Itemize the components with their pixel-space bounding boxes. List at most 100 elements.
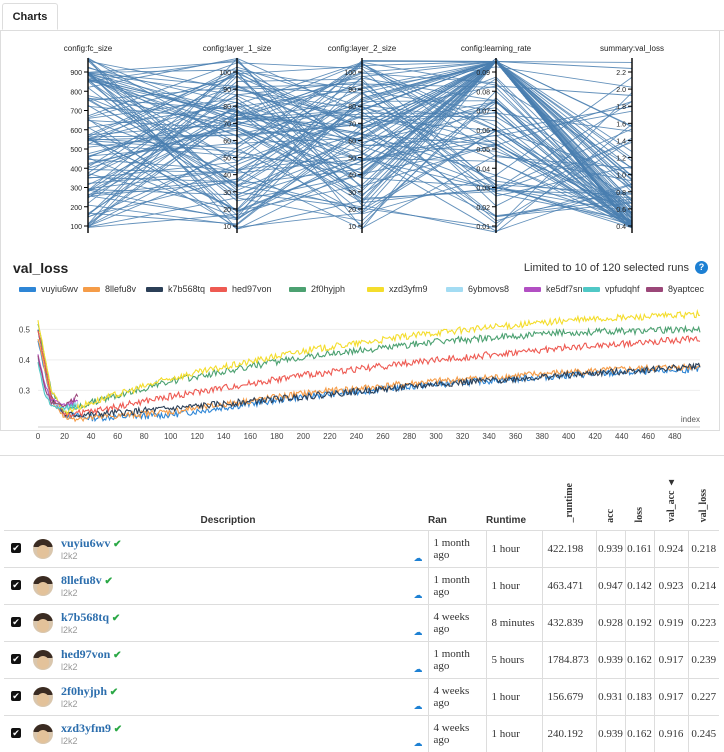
col-runtime[interactable]: Runtime xyxy=(486,514,526,526)
series-line-8llefu8v[interactable] xyxy=(37,338,701,423)
series-line-8yaptcec[interactable] xyxy=(37,355,79,408)
series-line-hed97von[interactable] xyxy=(37,330,701,419)
axis-tick-label: 0.8 xyxy=(616,190,626,197)
avatar xyxy=(33,575,53,596)
row-checkbox[interactable]: ✔ xyxy=(11,617,21,627)
row-checkbox[interactable]: ✔ xyxy=(11,543,21,553)
cell-ran: 4 weeks ago xyxy=(428,603,487,641)
series-line-2f0hyjph[interactable] xyxy=(37,323,701,414)
x-tick-label: 360 xyxy=(509,432,523,441)
parallel-coordinates-chart: config:fc_size 900 800 700 600 500 400 300 200 10… xyxy=(64,44,664,233)
cloud-upload-icon[interactable]: ☁ xyxy=(413,738,423,748)
col-loss[interactable]: loss xyxy=(634,506,645,523)
run-name-link[interactable]: k7b568tq xyxy=(61,610,110,624)
x-tick-label: 420 xyxy=(589,432,603,441)
cell-val-loss: 0.245 xyxy=(688,714,719,752)
cell-_runtime: 240.192 xyxy=(542,714,597,752)
legend-item[interactable]: vuyiu6wv xyxy=(19,284,78,294)
cell-acc: 0.931 xyxy=(596,677,626,715)
y-tick-label: 0.4 xyxy=(19,356,31,365)
cell-loss: 0.161 xyxy=(625,529,655,567)
legend-label: 2f0hyjph xyxy=(311,284,346,294)
charts-panel xyxy=(0,30,720,431)
legend-label: 6ybmovs8 xyxy=(468,284,510,294)
axis-tick-label: 80 xyxy=(348,104,356,111)
legend-label: xzd3yfm9 xyxy=(389,284,428,294)
row-checkbox[interactable]: ✔ xyxy=(11,580,21,590)
legend-item[interactable]: vpfudqhf xyxy=(583,284,640,294)
axis-tick-label: 900 xyxy=(70,70,82,77)
legend-swatch xyxy=(367,287,384,293)
legend-swatch xyxy=(210,287,227,293)
cell-_runtime: 432.839 xyxy=(542,603,597,641)
runs-table-section: Description Ran Runtime _runtime acc los… xyxy=(0,455,724,752)
cell-val-acc: 0.919 xyxy=(654,603,689,641)
run-name-link[interactable]: vuyiu6wv xyxy=(61,536,111,550)
legend-item[interactable]: 2f0hyjph xyxy=(289,284,345,294)
series-line-vuyiu6wv[interactable] xyxy=(37,340,701,423)
x-tick-label: 300 xyxy=(429,432,443,441)
cell-runtime: 1 hour xyxy=(486,714,543,752)
series-line-vpfudqhf[interactable] xyxy=(37,362,78,412)
table-row: ✔ 8llefu8v ✔ l2k2 ☁ 1 month ago 1 hour 463.471… xyxy=(4,566,719,604)
legend-item[interactable]: 8llefu8v xyxy=(83,284,136,294)
cloud-upload-icon[interactable]: ☁ xyxy=(413,552,423,563)
x-tick-label: 460 xyxy=(642,432,656,441)
axis-tick-label: 20 xyxy=(223,207,231,214)
x-tick-label: 120 xyxy=(191,432,205,441)
run-name-link[interactable]: xzd3yfm9 xyxy=(61,721,111,736)
tab-charts[interactable]: Charts xyxy=(2,3,58,30)
tab-bar: Charts xyxy=(0,0,724,31)
cell-runtime: 1 hour xyxy=(486,566,543,604)
cloud-upload-icon[interactable]: ☁ xyxy=(413,589,423,600)
col-acc[interactable]: acc xyxy=(605,508,616,523)
cell-loss: 0.183 xyxy=(625,677,655,715)
series-line-xzd3yfm9[interactable] xyxy=(37,308,701,416)
col-val-acc[interactable]: val_acc ▴ xyxy=(665,477,677,523)
legend-item[interactable]: k7b568tq xyxy=(146,284,205,294)
run-user: l2k2 xyxy=(61,588,78,598)
run-name-link[interactable]: hed97von xyxy=(61,647,111,661)
axis-tick-label: 1.6 xyxy=(616,121,626,128)
row-checkbox[interactable]: ✔ xyxy=(11,728,21,739)
cell-acc: 0.939 xyxy=(596,714,626,752)
run-name-link[interactable]: 2f0hyjph xyxy=(61,684,108,698)
col-val-loss[interactable]: val_loss xyxy=(698,489,709,523)
col-ran[interactable]: Ran xyxy=(428,514,447,526)
x-axis-label: index xyxy=(681,415,700,424)
col-_runtime[interactable]: _runtime xyxy=(563,483,575,523)
cell-loss: 0.162 xyxy=(625,640,655,678)
legend-item[interactable]: xzd3yfm9 xyxy=(367,284,428,294)
axis-tick-label: 200 xyxy=(70,205,82,212)
axis-tick-label: 600 xyxy=(70,128,82,135)
legend-item[interactable]: 6ybmovs8 xyxy=(446,284,509,294)
table-row: ✔ 2f0hyjph ✔ l2k2 ☁ 4 weeks ago 1 hour 156.679… xyxy=(4,677,719,715)
avatar xyxy=(33,686,53,707)
cloud-upload-icon[interactable]: ☁ xyxy=(413,663,423,674)
cell-ran: 4 weeks ago xyxy=(428,714,487,752)
legend-swatch xyxy=(146,287,163,293)
cell-val-acc: 0.924 xyxy=(654,529,689,567)
runs-table: Description Ran Runtime _runtime acc los… xyxy=(4,467,719,752)
axis-tick-label: 800 xyxy=(70,89,82,96)
help-icon[interactable]: ? xyxy=(695,261,708,274)
series-line-ke5df7sn[interactable] xyxy=(37,354,79,408)
cloud-upload-icon[interactable]: ☁ xyxy=(413,626,423,637)
series-line-k7b568tq[interactable] xyxy=(37,329,701,419)
legend-item[interactable]: ke5df7sn xyxy=(524,284,583,294)
cloud-upload-icon[interactable]: ☁ xyxy=(413,700,423,711)
cell-val-loss: 0.239 xyxy=(688,640,719,678)
x-tick-label: 280 xyxy=(403,432,417,441)
run-name-link[interactable]: 8llefu8v xyxy=(61,573,102,587)
legend-label: hed97von xyxy=(232,284,272,294)
axis-tick-label: 50 xyxy=(348,156,356,163)
axis-tick-label: 50 xyxy=(223,156,231,163)
col-description[interactable]: Description xyxy=(200,514,256,526)
x-tick-label: 60 xyxy=(113,432,122,441)
x-tick-label: 20 xyxy=(60,432,69,441)
legend-swatch xyxy=(289,287,306,293)
legend-item[interactable]: 8yaptcec xyxy=(646,284,704,294)
legend-item[interactable]: hed97von xyxy=(210,284,272,294)
row-checkbox[interactable]: ✔ xyxy=(11,654,21,664)
row-checkbox[interactable]: ✔ xyxy=(11,691,21,701)
